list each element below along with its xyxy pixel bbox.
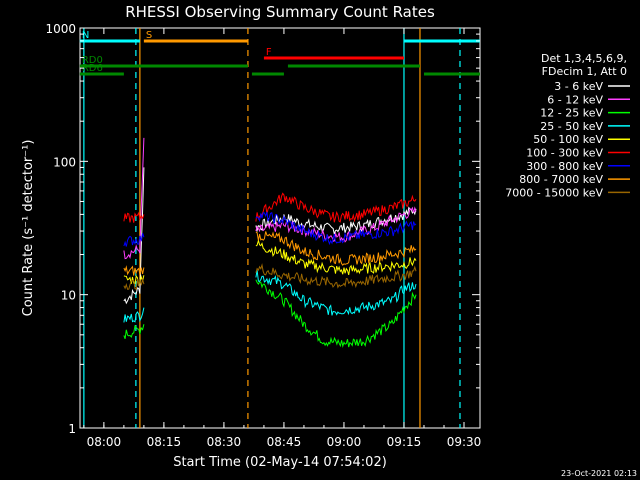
flag-label-s: S xyxy=(146,30,152,41)
x-tick-label-3: 08:45 xyxy=(267,435,302,449)
legend-label-50-100-kev: 50 - 100 keV xyxy=(533,133,603,146)
x-tick-label-4: 09:00 xyxy=(327,435,362,449)
legend-label-3-6-kev: 3 - 6 keV xyxy=(554,80,603,93)
y-axis-ticks: 1 10 100 1000 xyxy=(45,22,480,436)
flag-label-f: F xyxy=(266,47,272,58)
series-12-25-kev-segment-0 xyxy=(123,324,145,339)
legend-header-1: FDecim 1, Att 0 xyxy=(542,65,627,78)
series-800-7000-kev-segment-1 xyxy=(255,231,417,266)
series-300-800-kev-segment-1 xyxy=(255,211,417,246)
y-tick-label-1: 10 xyxy=(61,289,76,303)
x-tick-label-1: 08:15 xyxy=(147,435,182,449)
series-lines xyxy=(123,137,417,348)
legend-label-300-800-kev: 300 - 800 keV xyxy=(526,160,603,173)
series-25-50-kev-segment-1 xyxy=(255,270,417,316)
series-7000-15000-kev-segment-0 xyxy=(123,277,145,291)
chart-title: RHESSI Observing Summary Count Rates xyxy=(125,3,435,21)
legend-label-800-7000-kev: 800 - 7000 keV xyxy=(519,173,603,186)
legend-label-12-25-kev: 12 - 25 keV xyxy=(540,107,603,120)
legend-label-6-12-kev: 6 - 12 keV xyxy=(547,93,603,106)
x-tick-label-6: 09:30 xyxy=(447,435,482,449)
series-300-800-kev-segment-0 xyxy=(123,233,145,247)
flag-label-n: N xyxy=(82,30,89,41)
y-tick-label-0: 1 xyxy=(68,422,76,436)
y-axis-label: Count Rate (s⁻¹ detector⁻¹) xyxy=(21,140,36,317)
series-100-300-kev-segment-0 xyxy=(123,211,145,223)
x-axis-label: Start Time (02-May-14 07:54:02) xyxy=(173,455,387,470)
y-tick-label-2: 100 xyxy=(53,155,76,169)
legend-header-0: Det 1,3,4,5,6,9, xyxy=(541,52,627,65)
legend: Det 1,3,4,5,6,9,FDecim 1, Att 0 3 - 6 keV… xyxy=(505,52,630,199)
flag-label-rd6: RD6 xyxy=(82,63,103,74)
legend-label-25-50-kev: 25 - 50 keV xyxy=(540,120,603,133)
series-25-50-kev-segment-0 xyxy=(123,307,145,323)
series-12-25-kev-segment-1 xyxy=(255,279,417,348)
series-7000-15000-kev-segment-1 xyxy=(255,263,417,289)
series-50-100-kev-segment-1 xyxy=(255,238,417,276)
series-800-7000-kev-segment-0 xyxy=(123,265,145,276)
x-tick-label-2: 08:30 xyxy=(207,435,242,449)
x-axis-ticks: 08:00 08:15 08:30 08:45 09:00 09:15 09:30 xyxy=(83,28,482,449)
plot-frame xyxy=(79,27,481,429)
legend-label-100-300-kev: 100 - 300 keV xyxy=(526,147,603,160)
legend-label-7000-15000-kev: 7000 - 15000 keV xyxy=(505,186,603,199)
x-tick-label-0: 08:00 xyxy=(87,435,122,449)
series-100-300-kev-segment-1 xyxy=(255,192,417,223)
flag-label-rd0: RD0 xyxy=(82,55,103,66)
footer-timestamp: 23-Oct-2021 02:13 xyxy=(561,469,637,478)
x-tick-label-5: 09:15 xyxy=(387,435,422,449)
y-tick-label-3: 1000 xyxy=(45,22,76,36)
